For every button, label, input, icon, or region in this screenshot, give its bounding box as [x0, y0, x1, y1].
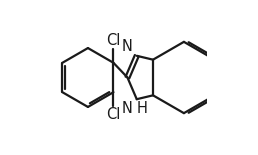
Text: N: N: [122, 101, 133, 116]
Text: H: H: [137, 101, 148, 116]
Text: N: N: [122, 39, 133, 54]
Text: Cl: Cl: [107, 33, 121, 48]
Text: Cl: Cl: [107, 107, 121, 122]
